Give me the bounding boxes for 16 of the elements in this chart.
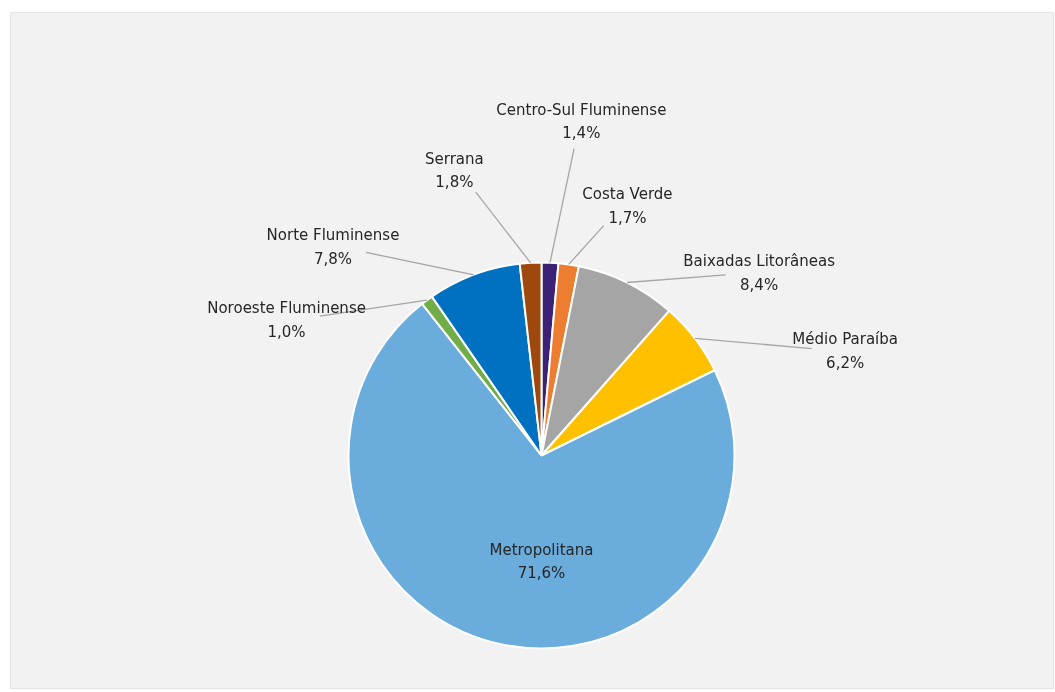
data-label: 1,7% — [608, 208, 647, 227]
slice-label: Baixadas Litorâneas — [683, 252, 836, 271]
slice-label: Costa Verde — [582, 185, 673, 204]
slice-label: Médio Paraíba — [792, 330, 898, 349]
data-label: 8,4% — [740, 275, 779, 294]
data-label: 7,8% — [313, 249, 353, 268]
slice-label: Norte Fluminense — [266, 226, 400, 245]
data-label: 71,6% — [517, 564, 566, 583]
slice-label: Noroeste Fluminense — [207, 299, 366, 318]
slice-label: Metropolitana — [489, 540, 594, 559]
data-label: 6,2% — [826, 353, 865, 372]
slice-label: Centro-Sul Fluminense — [496, 100, 667, 119]
data-label: 1,8% — [435, 173, 474, 192]
data-label: 1,0% — [267, 322, 306, 341]
data-label: 1,4% — [562, 123, 601, 142]
slice-label: Serrana — [425, 149, 484, 168]
